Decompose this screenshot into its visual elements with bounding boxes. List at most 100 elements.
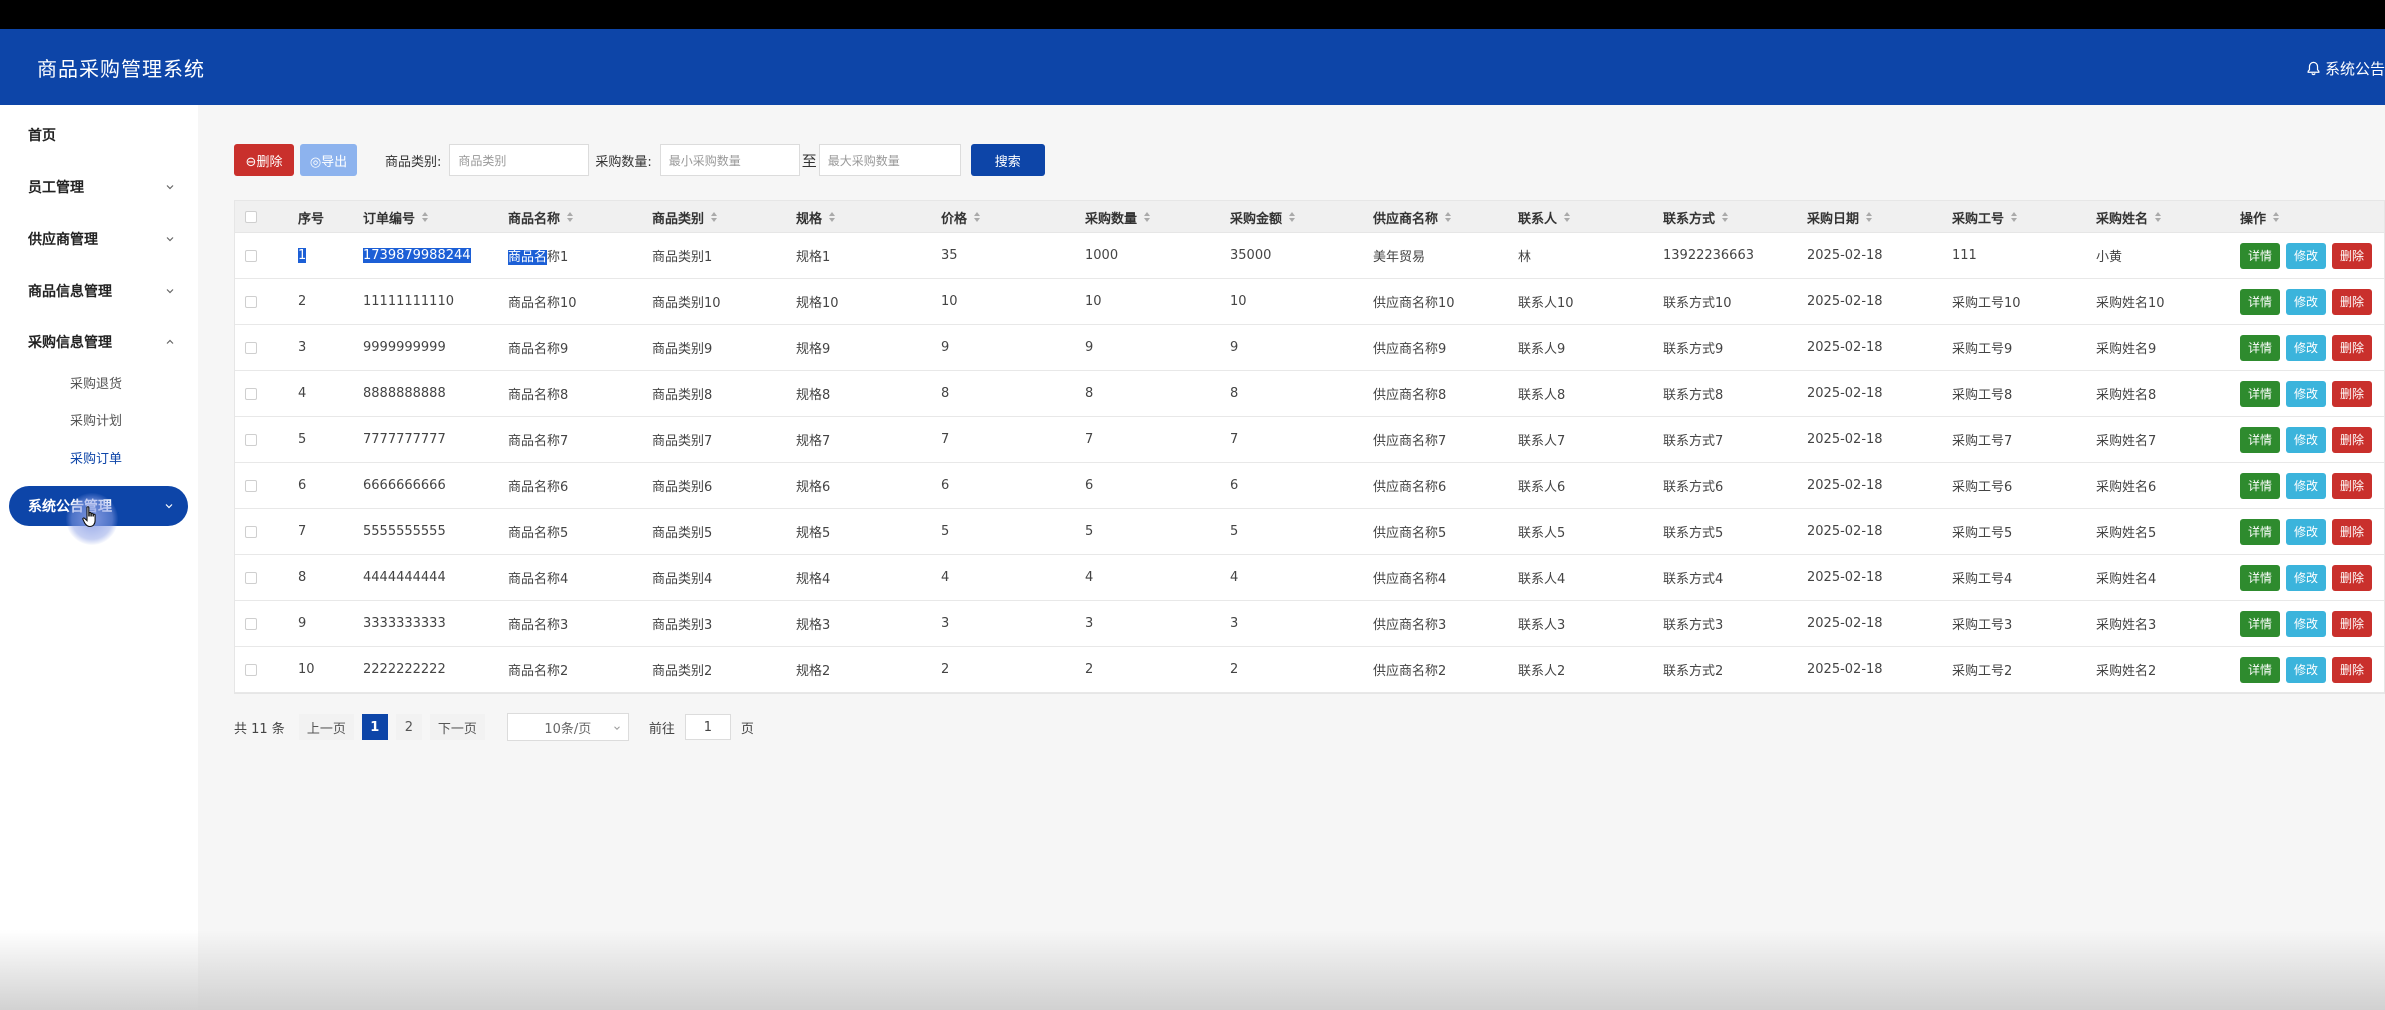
delete-button[interactable]: 删除 <box>2332 426 2372 453</box>
sort-icon[interactable] <box>1563 211 1571 223</box>
page-1-button[interactable]: 1 <box>361 714 388 740</box>
detail-button[interactable]: 详情 <box>2240 656 2280 683</box>
row-checkbox[interactable] <box>245 617 257 630</box>
sort-icon[interactable] <box>2272 211 2280 223</box>
sort-icon[interactable] <box>1143 211 1151 223</box>
column-header-price[interactable]: 价格 <box>941 201 981 233</box>
row-select-cell[interactable] <box>245 555 257 600</box>
column-header-buyer-id[interactable]: 采购工号 <box>1952 201 2018 233</box>
edit-button[interactable]: 修改 <box>2286 656 2326 683</box>
row-select-cell[interactable] <box>245 371 257 416</box>
delete-button[interactable]: 删除 <box>2332 656 2372 683</box>
detail-button[interactable]: 详情 <box>2240 426 2280 453</box>
sort-icon[interactable] <box>1865 211 1873 223</box>
column-header-spec[interactable]: 规格 <box>796 201 836 233</box>
detail-button[interactable]: 详情 <box>2240 564 2280 591</box>
detail-button[interactable]: 详情 <box>2240 334 2280 361</box>
sort-icon[interactable] <box>1721 211 1729 223</box>
row-select-cell[interactable] <box>245 509 257 554</box>
page-size-select[interactable]: 10条/页 <box>506 713 629 741</box>
detail-button[interactable]: 详情 <box>2240 472 2280 499</box>
select-all-cell[interactable] <box>245 201 257 233</box>
delete-button[interactable]: 删除 <box>2332 564 2372 591</box>
column-header-amount[interactable]: 采购金额 <box>1230 201 1296 233</box>
row-checkbox[interactable] <box>245 433 257 446</box>
delete-button[interactable]: 删除 <box>2332 610 2372 637</box>
edit-button[interactable]: 修改 <box>2286 242 2326 269</box>
next-page-button[interactable]: 下一页 <box>429 714 485 740</box>
detail-button[interactable]: 详情 <box>2240 380 2280 407</box>
export-button[interactable]: ◎导出 <box>300 144 357 176</box>
sidebar-item-staff[interactable]: 员工管理 <box>0 167 198 207</box>
category-filter-input[interactable]: 商品类别 <box>449 144 590 176</box>
row-select-cell[interactable] <box>245 647 257 692</box>
edit-button[interactable]: 修改 <box>2286 288 2326 315</box>
delete-button[interactable]: 删除 <box>2332 242 2372 269</box>
edit-button[interactable]: 修改 <box>2286 518 2326 545</box>
sidebar-subitem-purchase-plan[interactable]: 采购计划 <box>0 402 198 436</box>
sidebar-subitem-purchase-return[interactable]: 采购退货 <box>0 365 198 399</box>
column-header-order-no[interactable]: 订单编号 <box>363 201 429 233</box>
sort-icon[interactable] <box>710 211 718 223</box>
column-header-buyer-name[interactable]: 采购姓名 <box>2096 201 2162 233</box>
delete-button[interactable]: 删除 <box>2332 472 2372 499</box>
sort-icon[interactable] <box>973 211 981 223</box>
sidebar-item-purchase[interactable]: 采购信息管理 <box>0 322 198 362</box>
column-header-product-category[interactable]: 商品类别 <box>652 201 718 233</box>
page-2-button[interactable]: 2 <box>395 714 422 740</box>
detail-button[interactable]: 详情 <box>2240 518 2280 545</box>
column-header-seq[interactable]: 序号 <box>298 201 324 233</box>
sidebar-item-home[interactable]: 首页 <box>0 115 198 155</box>
column-header-product-name[interactable]: 商品名称 <box>508 201 574 233</box>
sort-icon[interactable] <box>828 211 836 223</box>
sidebar-item-product[interactable]: 商品信息管理 <box>0 271 198 311</box>
detail-button[interactable]: 详情 <box>2240 242 2280 269</box>
edit-button[interactable]: 修改 <box>2286 380 2326 407</box>
sidebar-subitem-purchase-order[interactable]: 采购订单 <box>0 440 198 474</box>
min-quantity-input[interactable]: 最小采购数量 <box>659 144 800 176</box>
row-checkbox[interactable] <box>245 479 257 492</box>
sort-icon[interactable] <box>2010 211 2018 223</box>
batch-delete-button[interactable]: ⊖删除 <box>234 144 294 176</box>
row-checkbox[interactable] <box>245 571 257 584</box>
row-checkbox[interactable] <box>245 387 257 400</box>
column-header-contact-phone[interactable]: 联系方式 <box>1663 201 1729 233</box>
goto-page-input[interactable]: 1 <box>684 714 731 740</box>
row-select-cell[interactable] <box>245 463 257 508</box>
row-checkbox[interactable] <box>245 525 257 538</box>
row-select-cell[interactable] <box>245 233 257 278</box>
row-select-cell[interactable] <box>245 279 257 324</box>
detail-button[interactable]: 详情 <box>2240 610 2280 637</box>
column-header-date[interactable]: 采购日期 <box>1807 201 1873 233</box>
delete-button[interactable]: 删除 <box>2332 334 2372 361</box>
delete-button[interactable]: 删除 <box>2332 288 2372 315</box>
edit-button[interactable]: 修改 <box>2286 334 2326 361</box>
select-all-checkbox[interactable] <box>245 211 257 223</box>
row-select-cell[interactable] <box>245 325 257 370</box>
row-select-cell[interactable] <box>245 601 257 646</box>
column-header-supplier[interactable]: 供应商名称 <box>1373 201 1452 233</box>
search-button[interactable]: 搜索 <box>970 144 1045 176</box>
sidebar-item-supplier[interactable]: 供应商管理 <box>0 219 198 259</box>
row-checkbox[interactable] <box>245 341 257 354</box>
column-header-quantity[interactable]: 采购数量 <box>1085 201 1151 233</box>
sort-icon[interactable] <box>1288 211 1296 223</box>
detail-button[interactable]: 详情 <box>2240 288 2280 315</box>
row-checkbox[interactable] <box>245 663 257 676</box>
sort-icon[interactable] <box>2154 211 2162 223</box>
sort-icon[interactable] <box>1444 211 1452 223</box>
column-header-actions[interactable]: 操作 <box>2240 201 2280 233</box>
edit-button[interactable]: 修改 <box>2286 472 2326 499</box>
edit-button[interactable]: 修改 <box>2286 610 2326 637</box>
edit-button[interactable]: 修改 <box>2286 564 2326 591</box>
max-quantity-input[interactable]: 最大采购数量 <box>818 144 961 176</box>
row-checkbox[interactable] <box>245 295 257 308</box>
delete-button[interactable]: 删除 <box>2332 380 2372 407</box>
row-select-cell[interactable] <box>245 417 257 462</box>
sort-icon[interactable] <box>566 211 574 223</box>
delete-button[interactable]: 删除 <box>2332 518 2372 545</box>
row-checkbox[interactable] <box>245 249 257 262</box>
column-header-contact[interactable]: 联系人 <box>1518 201 1571 233</box>
edit-button[interactable]: 修改 <box>2286 426 2326 453</box>
prev-page-button[interactable]: 上一页 <box>298 714 354 740</box>
